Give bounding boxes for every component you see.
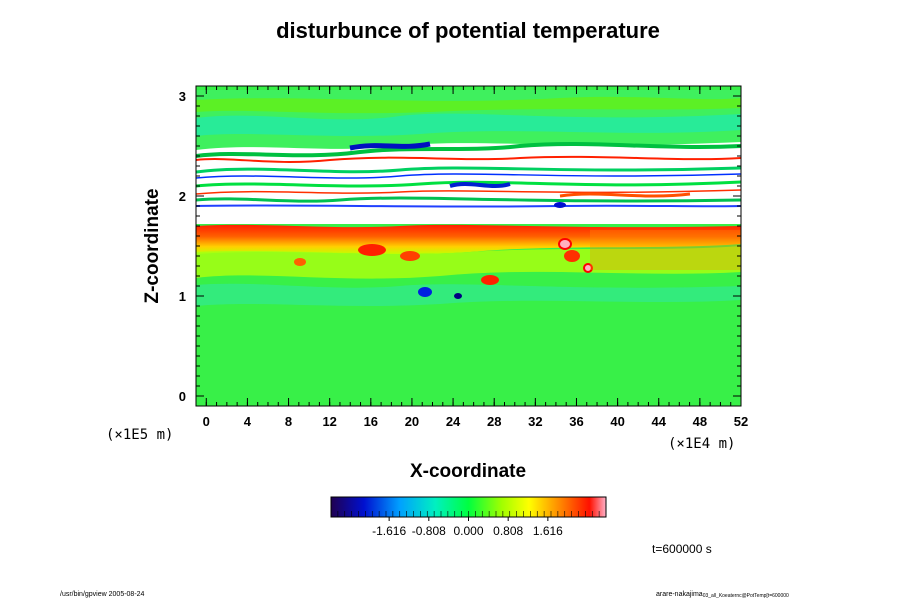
colorbar-ticks: -1.616 -0.808 0.000 0.808 1.616 (330, 511, 607, 538)
heatmap-field (196, 86, 741, 406)
y-tick-label: 2 (179, 189, 186, 204)
x-tick-label: 4 (244, 414, 252, 429)
x-axis-label: X-coordinate (410, 461, 526, 482)
x-tick-label: 40 (610, 414, 624, 429)
x-tick-label: 48 (693, 414, 707, 429)
y-tick-label: 0 (179, 389, 186, 404)
x-tick-label: 0 (203, 414, 210, 429)
x-scale-label: (×1E4 m) (668, 436, 735, 452)
colorbar-tick-label: -1.616 (372, 524, 406, 538)
x-tick-label: 44 (652, 414, 667, 429)
x-tick-label: 12 (322, 414, 336, 429)
x-tick-label: 52 (734, 414, 748, 429)
x-tick-label: 28 (487, 414, 501, 429)
y-axis: 0 1 2 3 (179, 89, 741, 404)
y-axis-label: Z-coordinate (142, 188, 163, 303)
x-axis: 0 4 8 12 16 20 24 28 32 36 40 44 48 52 (195, 86, 748, 429)
colorbar-tick-label: 0.808 (493, 524, 523, 538)
footer-right-main: arare-nakajima (656, 591, 703, 598)
colorbar-tick-label: 0.000 (453, 524, 483, 538)
x-tick-label: 32 (528, 414, 542, 429)
footer-left: /usr/bin/gpview 2005-08-24 (60, 591, 145, 598)
x-tick-label: 16 (364, 414, 378, 429)
time-label: t=600000 s (652, 542, 712, 556)
colorbar-tick-label: -0.808 (412, 524, 446, 538)
footer-right: arare-nakajima03_all_Koeaternc@PotTemp[t… (656, 591, 789, 599)
footer-right-sub: 03_all_Koeaternc@PotTemp[t=600000 (703, 593, 789, 599)
y-scale-label: (×1E5 m) (106, 427, 173, 443)
y-tick-label: 3 (179, 89, 186, 104)
x-tick-label: 24 (446, 414, 461, 429)
y-tick-label: 1 (179, 289, 186, 304)
chart-title: disturbunce of potential temperature (276, 18, 660, 43)
colorbar-tick-label: 1.616 (533, 524, 563, 538)
x-tick-label: 36 (569, 414, 583, 429)
x-tick-label: 20 (405, 414, 419, 429)
x-tick-label: 8 (285, 414, 292, 429)
